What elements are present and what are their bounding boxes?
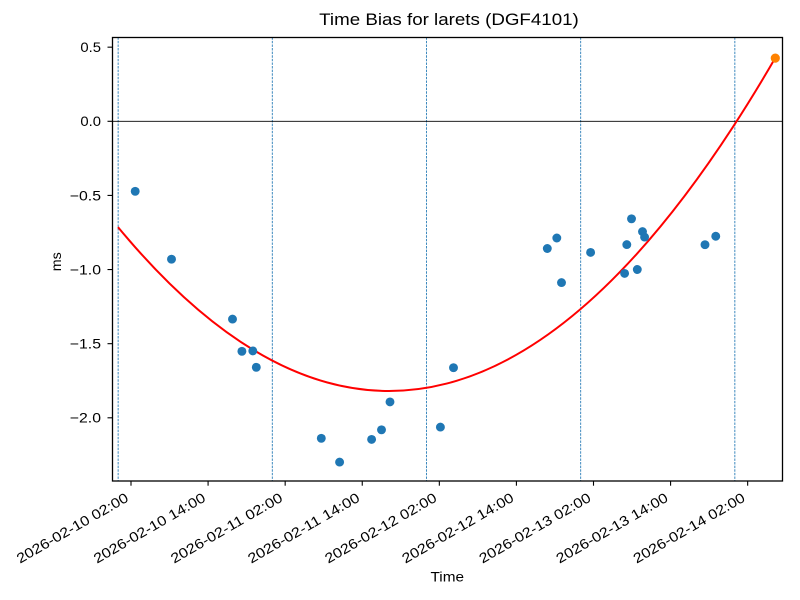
svg-text:0.5: 0.5 [80,39,101,55]
svg-text:−1.0: −1.0 [70,261,102,277]
svg-text:0.0: 0.0 [80,113,101,129]
svg-text:−1.5: −1.5 [70,336,102,352]
svg-text:Time Bias for larets (DGF4101): Time Bias for larets (DGF4101) [319,10,579,29]
svg-text:Time: Time [431,568,465,584]
svg-text:ms: ms [48,252,64,271]
svg-text:−0.5: −0.5 [70,187,102,203]
svg-text:−2.0: −2.0 [70,410,102,426]
